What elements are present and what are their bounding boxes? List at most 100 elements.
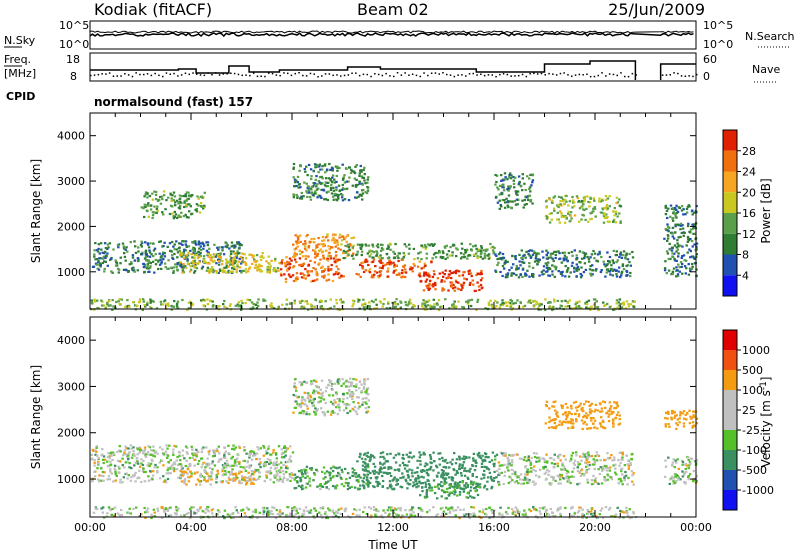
data-cell [388,261,391,264]
data-cell [110,472,113,475]
data-cell [168,242,172,245]
data-cell [470,298,474,301]
data-cell [671,252,674,255]
data-cell [134,251,138,254]
data-cell [321,251,324,254]
data-cell [325,168,329,171]
data-cell [261,506,265,509]
data-cell [240,470,243,473]
data-cell [204,462,208,465]
data-cell [448,483,452,486]
data-cell [294,234,297,237]
data-cell [509,305,512,308]
data-cell [314,163,318,166]
data-cell [179,459,182,462]
data-cell [318,300,322,304]
data-cell [421,509,424,513]
data-cell [422,266,425,269]
data-cell [469,513,472,516]
nave-dot [548,72,550,75]
data-cell [110,451,113,454]
data-cell [591,269,595,272]
data-cell [102,475,105,478]
data-cell [95,454,99,457]
data-cell [280,461,283,464]
data-cell [316,165,319,168]
data-cell [690,262,694,266]
power-data-layer [90,162,699,312]
data-cell [460,474,463,477]
data-cell [364,452,367,455]
data-cell [298,300,301,303]
data-cell [476,298,480,301]
data-cell [687,204,691,207]
data-cell [201,265,205,268]
data-cell [345,167,348,170]
data-cell [335,180,338,183]
data-cell [544,510,547,513]
data-cell [325,516,328,519]
data-cell [590,211,594,214]
data-cell [196,262,199,265]
data-cell [522,254,525,257]
data-cell [421,302,424,305]
data-cell [238,462,241,465]
data-cell [230,270,233,273]
freq-trace-after-gap [659,63,696,80]
data-cell [284,264,287,267]
data-cell [485,466,488,469]
data-cell [338,474,341,477]
data-cell [133,270,136,273]
data-cell [344,244,347,247]
data-cell [677,236,680,239]
data-cell [521,189,524,192]
data-cell [360,457,364,460]
data-cell [267,447,270,450]
data-cell [308,191,311,194]
data-cell [393,269,396,272]
data-cell [340,274,343,277]
freq-tick-high: 18 [66,53,80,66]
data-cell [459,257,463,260]
data-cell [536,516,540,519]
data-cell [170,199,173,202]
data-cell [348,486,351,489]
data-cell [209,483,212,486]
data-cell [604,265,607,268]
data-cell [335,258,338,261]
nave-dot [442,72,444,74]
data-cell [235,509,238,512]
data-cell [101,458,105,461]
data-cell [209,270,212,273]
data-cell [147,462,150,465]
data-cell [185,245,189,248]
data-cell [510,274,513,277]
nave-dot [268,72,270,74]
data-cell [147,260,150,263]
data-cell [285,465,288,468]
data-cell [315,175,318,178]
data-cell [281,452,284,455]
data-cell [309,259,312,262]
data-cell [340,243,343,246]
data-cell [378,274,382,277]
data-cell [357,273,360,276]
data-cell [326,198,329,202]
data-cell [392,487,396,490]
data-cell [438,249,441,253]
data-cell [323,274,326,277]
nave-dot [237,73,240,76]
data-cell [316,252,320,255]
data-cell [499,303,502,306]
data-cell [162,464,165,467]
colorbar-swatch [723,275,737,296]
data-cell [492,251,496,254]
data-cell [304,472,307,475]
data-cell [605,213,608,216]
data-cell [417,507,421,510]
data-cell [306,191,309,194]
data-cell [244,268,248,271]
data-cell [225,459,229,462]
data-cell [306,270,309,273]
data-cell [523,515,526,518]
